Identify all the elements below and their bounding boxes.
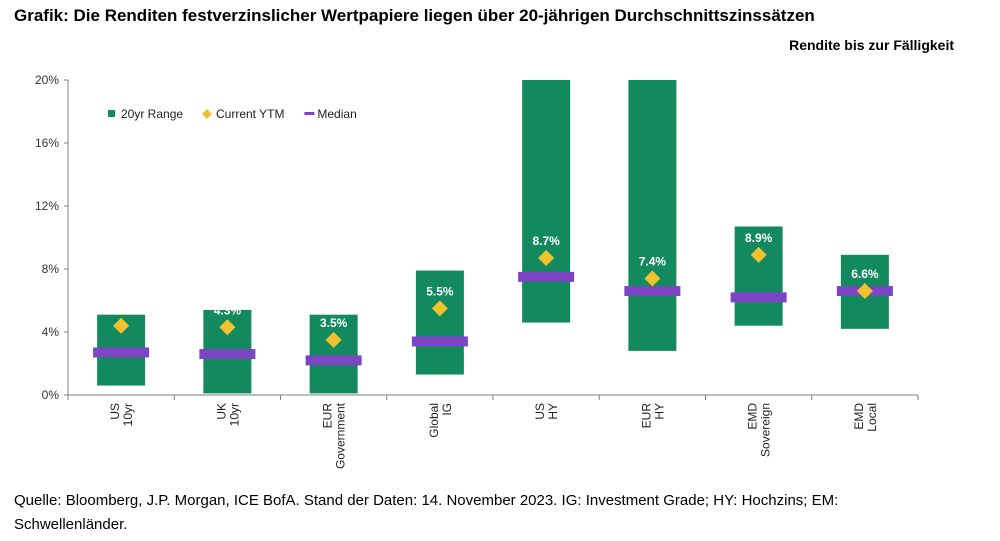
x-category-label: US HY [533,403,560,420]
current-ytm-marker [431,300,448,317]
x-category-label-line: US [108,403,122,420]
current-ytm-marker [750,246,767,263]
x-category-label: Global IG [427,403,454,438]
current-ytm-label: 4.3% [214,303,242,317]
x-category-label: EMD Local [852,403,879,432]
x-category-label: EMD Sovereign [746,403,773,457]
current-ytm-label: 4.4% [107,302,135,316]
x-category-label-line: 10yr [121,403,135,426]
x-category-label-line: US [533,403,547,420]
x-category-label: UK 10yr [214,403,241,426]
current-ytm-label: 6.6% [851,267,879,281]
x-category-label-line: Global [427,403,441,438]
y-tick-label: 8% [42,262,60,276]
x-category-label-line: HY [546,403,560,420]
range-bar [734,226,783,326]
range-bar [309,314,358,394]
current-ytm-marker [325,331,342,348]
current-ytm-marker [113,317,130,334]
current-ytm-marker [538,249,555,266]
x-category-label-line: Government [334,402,348,469]
x-category-label-line: IG [440,403,454,416]
range-bar [415,270,464,375]
y-tick-label: 16% [35,136,59,150]
legend-swatch-median [304,112,315,115]
y-tick-label: 4% [42,325,60,339]
x-category-label: US 10yr [108,403,135,426]
x-category-label: EUR HY [639,403,666,429]
median-marker [305,355,362,366]
current-ytm-marker [219,319,236,336]
current-ytm-label: 3.5% [320,316,348,330]
legend-swatch-current [202,109,212,119]
current-ytm-label: 5.5% [426,284,454,298]
x-category-label-line: HY [652,403,666,420]
chart-title: Grafik: Die Renditen festverzinslicher W… [14,6,815,25]
x-category-label: EUR Government [321,402,348,469]
current-ytm-label: 8.7% [532,234,560,248]
x-category-label-line: Sovereign [759,403,773,457]
x-category-label-line: 10yr [227,403,241,426]
x-category-label-line: EMD [746,403,760,430]
yield-range-chart: 0% 4% 8% 12% 16% 20% 4.4% 4.3% 3.5% 5.5% 8.7% 7.4%… [35,73,919,469]
x-category-label-line: EUR [321,403,335,429]
current-ytm-label: 8.9% [745,231,773,245]
y-tick-label: 20% [35,73,59,87]
median-marker [730,292,787,303]
chart-subtitle: Rendite bis zur Fälligkeit [789,37,954,53]
range-bar [522,80,571,323]
median-marker [624,286,681,297]
median-marker [411,336,468,347]
legend-label: 20yr Range [121,107,183,121]
range-bar [628,80,677,351]
y-tick-label: 12% [35,199,59,213]
legend-label: Median [317,107,356,121]
median-marker [518,271,575,282]
median-marker [199,349,256,360]
current-ytm-marker [856,283,873,300]
legend-swatch-range [108,110,115,117]
y-tick-label: 0% [42,388,60,402]
source-note: Quelle: Bloomberg, J.P. Morgan, ICE BofA… [14,492,839,533]
x-category-label-line: EUR [639,403,653,429]
median-marker [93,347,150,358]
current-ytm-marker [644,270,661,287]
current-ytm-label: 7.4% [639,254,667,268]
x-category-label-line: EMD [852,403,866,430]
legend-label: Current YTM [216,107,284,121]
x-category-label-line: UK [214,403,228,420]
x-category-label-line: Local [865,403,879,432]
